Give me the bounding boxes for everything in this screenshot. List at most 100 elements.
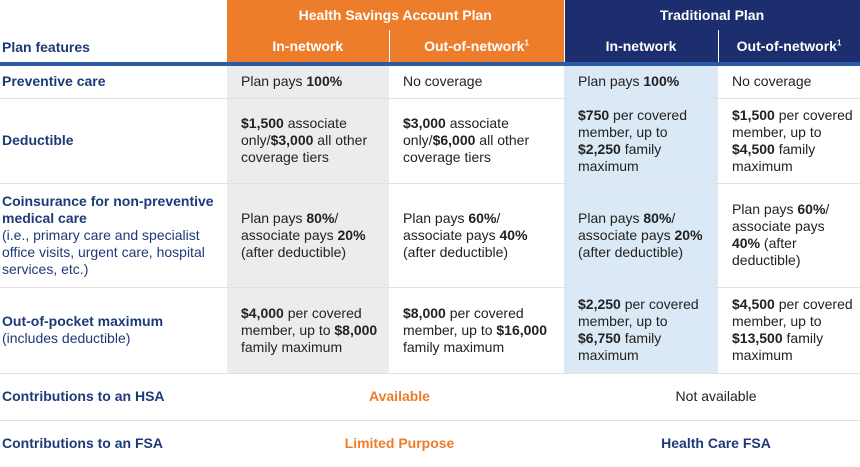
feature-name: Preventive care (2, 73, 106, 90)
value-text: family maximum (241, 338, 343, 355)
value-emphasis: 100% (643, 73, 680, 90)
value-text: family maximum (403, 338, 505, 355)
value-text: Plan pays (241, 209, 307, 226)
value-cell: $1,500 associate only/$3,000 all other c… (227, 98, 389, 184)
value-cell: Plan pays 100% (564, 66, 719, 99)
value-emphasis: $8,000 (403, 304, 446, 321)
rule-cell (0, 62, 860, 66)
value-emphasis: 100% (306, 73, 343, 90)
value-cell: Health Care FSA (564, 420, 860, 467)
plan-name: Traditional Plan (564, 0, 860, 30)
value-emphasis: $1,500 (241, 115, 284, 131)
value-text: per covered member, up to (578, 296, 699, 329)
feature-detail: (includes deductible) (2, 330, 131, 346)
network-header: In-network (564, 30, 719, 62)
value-emphasis: 80% (643, 209, 672, 226)
value-emphasis: $8,000 (334, 321, 378, 338)
value-emphasis: $4,500 (732, 296, 775, 312)
value-cell: Plan pays 60%/ associate pays 40% (after… (389, 183, 565, 288)
value-cell: $2,250 per covered member, up to $6,750 … (564, 287, 719, 374)
value-emphasis: Available (369, 388, 430, 404)
feature-row: Preventive care Plan pays 100% No coverage… (0, 66, 860, 99)
value-text: (after deductible) (732, 235, 801, 268)
value-cell: No coverage (718, 66, 860, 99)
value-emphasis: $4,500 (732, 140, 775, 157)
value-text: per covered member, up to (578, 106, 687, 140)
value-text: Plan pays (403, 209, 469, 226)
value-emphasis: 20% (674, 226, 703, 243)
value-text: family maximum (732, 140, 816, 174)
value-text: family maximum (578, 140, 662, 174)
feature-row: Out-of-pocket maximum (includes deductibl… (0, 287, 860, 374)
value-text: / associate pays (732, 201, 830, 234)
value-emphasis: Health Care FSA (661, 435, 771, 451)
value-cell: Available (227, 373, 565, 421)
value-emphasis: 40% (499, 226, 528, 243)
value-emphasis: $1,500 (732, 106, 775, 123)
value-text: per covered member, up to (732, 106, 853, 140)
value-text: / associate pays (403, 209, 501, 243)
value-text: family maximum (578, 330, 662, 363)
network-header: Out-of-network1 (389, 30, 565, 62)
value-text: / associate pays (578, 209, 676, 243)
value-cell: Not available (564, 373, 860, 421)
value-emphasis: $6,000 (432, 132, 476, 148)
value-text: Plan pays (578, 73, 644, 90)
feature-detail: (i.e., primary care and specialist offic… (2, 226, 205, 277)
value-text: per covered member, up to (732, 296, 853, 329)
header-rule (0, 62, 860, 66)
value-cell: Plan pays 100% (227, 66, 389, 99)
value-text: Plan pays (732, 201, 798, 217)
value-cell: No coverage (389, 66, 565, 99)
value-cell: Plan pays 60%/ associate pays 40% (after… (718, 183, 860, 288)
feature-name: Coinsurance for non-preventive medical c… (2, 192, 214, 226)
value-text: associate only/ (403, 115, 509, 148)
value-cell: Plan pays 80%/ associate pays 20% (after… (227, 183, 389, 288)
value-emphasis: $13,500 (732, 330, 783, 346)
value-text: No coverage (403, 73, 483, 90)
value-text: associate only/ (241, 115, 347, 148)
value-emphasis: $750 (578, 106, 610, 123)
feature-cell: Contributions to an HSA (0, 373, 227, 421)
feature-row: Contributions to an HSA Available Not avai… (0, 373, 860, 421)
value-emphasis: 80% (306, 209, 335, 226)
value-emphasis: $6,750 (578, 330, 621, 346)
value-text: (after deductible) (241, 243, 347, 260)
value-emphasis: $4,000 (241, 304, 284, 321)
value-cell: $8,000 per covered member, up to $16,000… (389, 287, 565, 374)
feature-name: Contributions to an FSA (2, 435, 163, 451)
network-label: Out-of-network (424, 37, 525, 54)
feature-cell: Out-of-pocket maximum (includes deductibl… (0, 287, 227, 374)
value-text: (after deductible) (403, 243, 509, 260)
feature-cell: Coinsurance for non-preventive medical c… (0, 183, 227, 288)
value-text: No coverage (732, 73, 812, 90)
value-emphasis: $3,000 (403, 115, 446, 131)
feature-name: Deductible (2, 132, 74, 148)
value-text: all other coverage tiers (241, 132, 368, 165)
value-emphasis: $3,000 (270, 132, 314, 148)
network-label: In-network (605, 37, 677, 54)
header-row: In-network Out-of-network1 In-network Out-o… (0, 30, 860, 62)
plan-name: Health Savings Account Plan (227, 0, 565, 30)
feature-cell: Deductible (0, 98, 227, 184)
network-header: In-network (227, 30, 390, 62)
value-text: family maximum (732, 330, 824, 363)
plan-features-header: Plan features (0, 0, 227, 62)
value-cell: Plan pays 80%/ associate pays 20% (after… (564, 183, 719, 288)
value-cell: $4,500 per covered member, up to $13,500… (718, 287, 860, 374)
footnote-marker: 1 (524, 37, 529, 47)
value-emphasis: $2,250 (578, 140, 621, 157)
feature-name: Contributions to an HSA (2, 388, 165, 404)
feature-row: Deductible $1,500 associate only/$3,000 a… (0, 98, 860, 184)
value-cell: $1,500 per covered member, up to $4,500 … (718, 98, 860, 184)
network-label: In-network (272, 37, 344, 54)
value-text: Not available (675, 388, 757, 404)
value-cell: $4,000 per covered member, up to $8,000 … (227, 287, 389, 374)
value-text: / associate pays (241, 209, 339, 243)
value-emphasis: 60% (797, 201, 826, 217)
feature-row: Coinsurance for non-preventive medical c… (0, 183, 860, 288)
value-cell: $3,000 associate only/$6,000 all other c… (389, 98, 565, 184)
value-emphasis: 40% (732, 235, 761, 251)
